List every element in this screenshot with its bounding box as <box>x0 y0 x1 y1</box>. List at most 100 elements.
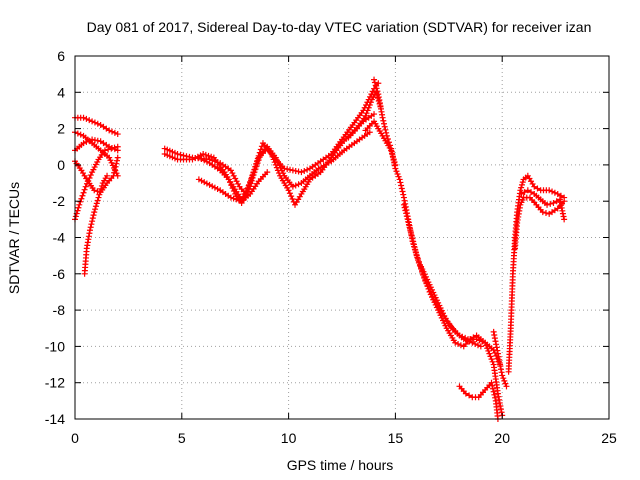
data-point-marker <box>534 185 541 192</box>
y-tick-label: -2 <box>53 193 66 209</box>
data-point-marker <box>491 391 498 398</box>
data-point-marker <box>91 119 98 126</box>
series-line <box>163 113 375 206</box>
data-point-marker <box>557 199 564 206</box>
data-point-marker <box>289 196 296 203</box>
series-line <box>373 78 501 366</box>
data-point-marker <box>75 204 82 211</box>
y-tick-label: -4 <box>53 230 66 246</box>
data-point-marker <box>72 213 79 220</box>
data-point-marker <box>114 157 121 164</box>
data-point-marker <box>228 182 235 189</box>
data-point-marker <box>496 396 503 403</box>
series-arc-16 <box>456 379 501 422</box>
data-point-marker <box>374 88 381 95</box>
data-point-marker <box>86 174 93 181</box>
data-point-marker <box>388 148 395 155</box>
data-point-marker <box>258 143 265 150</box>
data-point-marker <box>495 393 502 400</box>
data-point-marker <box>256 154 263 161</box>
data-point-marker <box>371 111 378 118</box>
data-point-marker <box>198 177 205 184</box>
data-point-marker <box>98 182 105 189</box>
data-point-marker <box>292 167 299 174</box>
data-point-marker <box>373 85 380 92</box>
data-point-marker <box>385 139 392 146</box>
data-point-marker <box>189 156 196 163</box>
data-point-marker <box>206 181 213 188</box>
data-point-marker <box>496 356 503 363</box>
data-point-marker <box>95 194 102 201</box>
data-point-marker <box>503 383 510 390</box>
data-point-marker <box>411 244 418 251</box>
x-tick-label: 0 <box>71 430 79 446</box>
data-point-marker <box>366 102 373 109</box>
data-point-marker <box>247 180 254 187</box>
data-point-marker <box>561 216 568 223</box>
data-point-marker <box>392 165 399 172</box>
data-point-marker <box>81 186 88 193</box>
data-point-marker <box>202 151 209 158</box>
data-point-marker <box>406 224 413 231</box>
data-point-marker <box>264 169 271 176</box>
data-point-marker <box>225 176 232 183</box>
data-point-marker <box>82 183 89 190</box>
data-point-marker <box>400 194 407 201</box>
data-point-marker <box>371 76 378 83</box>
y-tick-label: 4 <box>57 84 65 100</box>
data-point-marker <box>393 168 400 175</box>
data-point-marker <box>457 342 464 349</box>
data-point-marker <box>114 143 121 150</box>
data-point-marker <box>97 188 104 195</box>
data-point-marker <box>79 192 86 199</box>
data-point-marker <box>556 196 563 203</box>
data-point-marker <box>94 137 101 144</box>
data-point-marker <box>382 126 389 133</box>
y-tick-label: 2 <box>57 121 65 137</box>
y-tick-label: -14 <box>45 411 65 427</box>
data-point-marker <box>114 154 121 161</box>
data-point-marker <box>83 138 90 145</box>
data-point-marker <box>289 183 296 190</box>
data-point-marker <box>380 117 387 124</box>
series-arc-20 <box>518 187 568 223</box>
data-point-marker <box>494 350 501 357</box>
series-arc-18 <box>505 172 568 375</box>
data-point-marker <box>495 353 502 360</box>
data-point-marker <box>472 340 479 347</box>
data-point-marker <box>254 160 261 167</box>
data-point-marker <box>253 163 260 170</box>
y-tick-label: -12 <box>45 375 65 391</box>
data-point-marker <box>528 189 535 196</box>
data-point-marker <box>474 342 481 349</box>
data-point-marker <box>395 173 402 180</box>
data-point-marker <box>415 258 422 265</box>
data-point-marker <box>195 154 202 161</box>
data-point-marker <box>492 394 499 401</box>
data-point-marker <box>391 162 398 169</box>
data-point-marker <box>466 338 473 345</box>
data-point-marker <box>466 392 473 399</box>
data-point-marker <box>233 196 240 203</box>
data-point-marker <box>90 212 97 219</box>
data-point-marker <box>408 230 415 237</box>
data-point-marker <box>561 198 568 205</box>
data-point-marker <box>492 338 499 345</box>
data-point-marker <box>379 114 386 121</box>
data-point-marker <box>78 195 85 202</box>
data-point-marker <box>547 200 554 207</box>
data-point-marker <box>410 238 417 245</box>
data-point-marker <box>113 160 120 167</box>
data-point-marker <box>407 227 414 234</box>
data-point-marker <box>94 197 101 204</box>
series-arc-2 <box>72 129 121 179</box>
data-point-marker <box>403 213 410 220</box>
data-point-marker <box>106 127 113 134</box>
data-point-marker <box>227 179 234 186</box>
data-point-marker <box>111 144 118 151</box>
data-point-marker <box>203 158 210 165</box>
data-point-marker <box>401 204 408 211</box>
data-point-marker <box>109 128 116 135</box>
series-arc-19 <box>512 194 568 252</box>
data-point-marker <box>235 197 242 204</box>
